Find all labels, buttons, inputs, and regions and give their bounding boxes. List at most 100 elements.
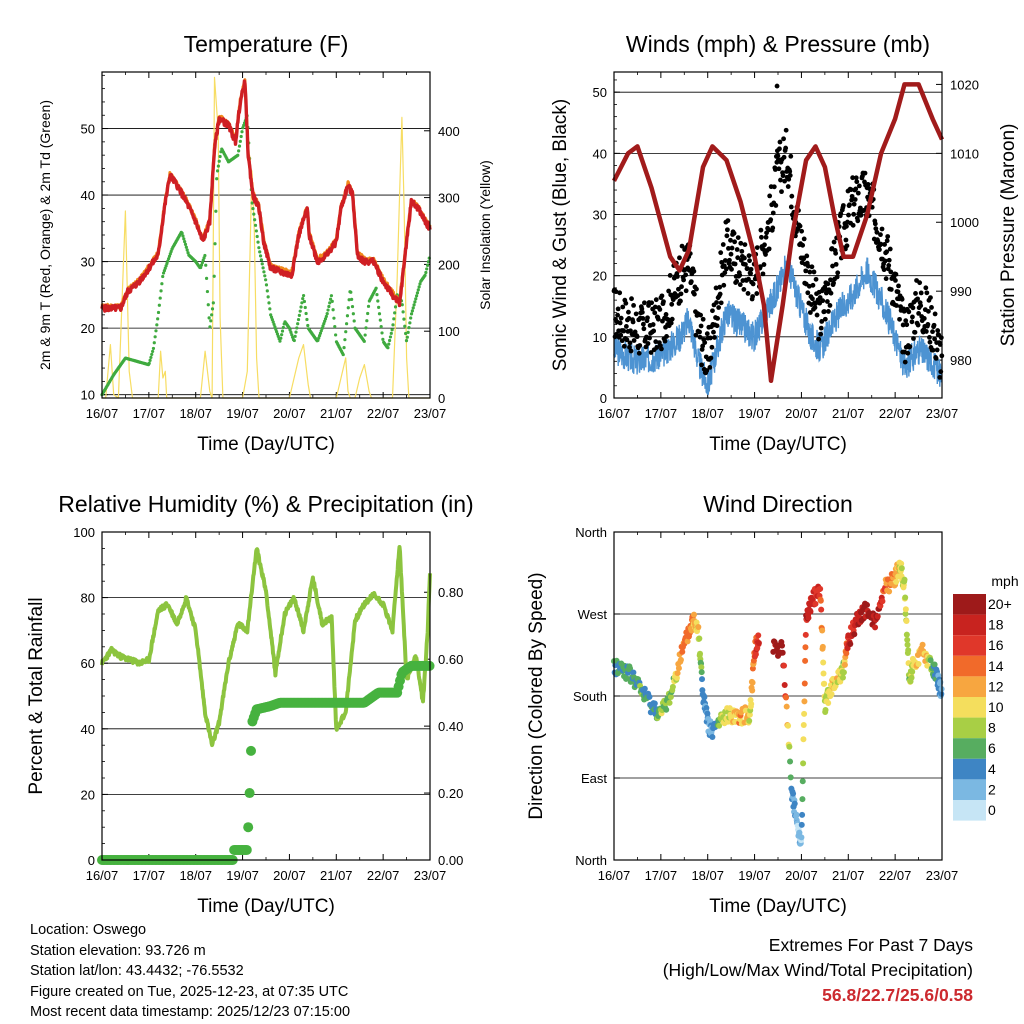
precipitation-point bbox=[244, 788, 255, 799]
wind-direction-point bbox=[748, 700, 755, 707]
gust-point bbox=[681, 277, 686, 283]
gust-point bbox=[742, 255, 747, 261]
humidity-xtick-label: 17/07 bbox=[133, 868, 166, 883]
gust-point bbox=[788, 153, 794, 159]
gust-point bbox=[657, 307, 663, 312]
dewpoint-point bbox=[393, 311, 397, 315]
gust-point bbox=[645, 341, 651, 346]
wind-direction-point bbox=[904, 641, 911, 648]
wind-direction-point bbox=[749, 679, 756, 686]
dewpoint-point bbox=[381, 337, 385, 341]
gust-point bbox=[938, 335, 944, 341]
2m-temperature-line bbox=[100, 79, 432, 313]
wind-direction-point bbox=[927, 657, 934, 664]
gust-point bbox=[623, 324, 629, 329]
dewpoint-point bbox=[392, 317, 396, 321]
wind-direction-point bbox=[828, 691, 835, 698]
gust-point bbox=[775, 153, 781, 159]
gust-point bbox=[805, 290, 811, 296]
legend-swatch bbox=[953, 779, 986, 800]
dewpoint-point bbox=[181, 234, 185, 238]
extremes-subtitle: (High/Low/Max Wind/Total Precipitation) bbox=[662, 960, 973, 980]
gust-point bbox=[750, 294, 756, 299]
gust-point bbox=[653, 339, 659, 345]
gust-point bbox=[838, 211, 844, 217]
gust-point bbox=[688, 279, 694, 285]
gust-point bbox=[738, 240, 744, 246]
wind-direction-point bbox=[779, 649, 786, 656]
wind-direction-point bbox=[904, 636, 911, 643]
dewpoint-point bbox=[376, 299, 380, 303]
gust-point bbox=[767, 193, 773, 199]
gust-point bbox=[737, 282, 743, 288]
gust-point bbox=[900, 322, 906, 328]
gust-point bbox=[850, 175, 856, 181]
wind-direction-point bbox=[746, 711, 753, 718]
gust-point bbox=[777, 146, 782, 152]
dewpoint-point bbox=[345, 314, 350, 318]
wind-direction-point bbox=[785, 722, 792, 729]
gust-point bbox=[669, 316, 675, 322]
dewpoint-point bbox=[407, 326, 411, 330]
gust-point bbox=[763, 252, 768, 257]
gust-point bbox=[804, 253, 810, 259]
gust-point bbox=[835, 270, 841, 276]
gust-point bbox=[807, 269, 813, 275]
dewpoint-point bbox=[292, 338, 296, 343]
temperature-xtick-label: 16/07 bbox=[86, 406, 119, 421]
direction-ytick-label: North bbox=[575, 525, 607, 540]
gust-point bbox=[885, 234, 891, 239]
dewpoint-point bbox=[208, 325, 212, 329]
gust-point bbox=[724, 227, 730, 233]
wind-direction-point bbox=[801, 698, 808, 705]
winds-xtick-label: 22/07 bbox=[879, 406, 912, 421]
gust-point bbox=[651, 328, 657, 334]
precipitation-point bbox=[241, 844, 252, 855]
gust-point bbox=[909, 319, 915, 325]
gust-point bbox=[882, 242, 887, 247]
dewpoint-point bbox=[182, 237, 186, 241]
wind-direction-point bbox=[695, 624, 702, 631]
gust-point bbox=[818, 325, 824, 331]
winds-ytick-right-label: 1020 bbox=[950, 77, 979, 92]
dewpoint-point bbox=[334, 333, 338, 337]
gust-point bbox=[723, 266, 729, 272]
wind-direction-point bbox=[679, 648, 686, 655]
wind-direction-point bbox=[902, 594, 909, 601]
gust-point bbox=[735, 235, 741, 241]
gust-point bbox=[848, 187, 854, 193]
legend-label: 20+ bbox=[988, 596, 1012, 612]
humidity-ytick-right-label: 0.20 bbox=[438, 786, 463, 801]
wind-direction-point bbox=[755, 640, 762, 647]
dewpoint-point bbox=[388, 338, 392, 343]
gust-point bbox=[913, 291, 918, 296]
wind-direction-point bbox=[651, 700, 658, 707]
legend-label: 8 bbox=[988, 720, 996, 736]
dewpoint-point bbox=[184, 245, 188, 249]
wind-direction-point bbox=[872, 624, 879, 631]
temperature-ytick-right-label: 200 bbox=[438, 257, 460, 272]
temperature-ytick-label: 30 bbox=[81, 255, 95, 270]
gust-point bbox=[884, 238, 890, 244]
gust-point bbox=[882, 258, 888, 264]
gust-point bbox=[618, 332, 624, 338]
gust-point bbox=[640, 321, 646, 327]
legend-swatch bbox=[953, 758, 986, 780]
gust-point bbox=[806, 283, 812, 289]
dewpoint-point bbox=[236, 153, 240, 157]
wind-direction-point bbox=[790, 790, 797, 797]
dewpoint-point bbox=[306, 323, 310, 328]
legend-label: 18 bbox=[988, 617, 1004, 633]
gust-point bbox=[849, 193, 855, 199]
wind-direction-point bbox=[805, 614, 812, 621]
gust-point bbox=[650, 322, 656, 327]
gust-point bbox=[700, 343, 706, 349]
wind-direction-point bbox=[674, 670, 681, 677]
dewpoint-point bbox=[326, 308, 330, 312]
wind-direction-point bbox=[787, 774, 794, 781]
gust-point bbox=[895, 289, 901, 295]
dewpoint-point bbox=[293, 334, 297, 338]
humidity-ytick-label: 100 bbox=[73, 525, 95, 540]
gust-point bbox=[903, 318, 909, 324]
gust-point bbox=[786, 176, 792, 182]
